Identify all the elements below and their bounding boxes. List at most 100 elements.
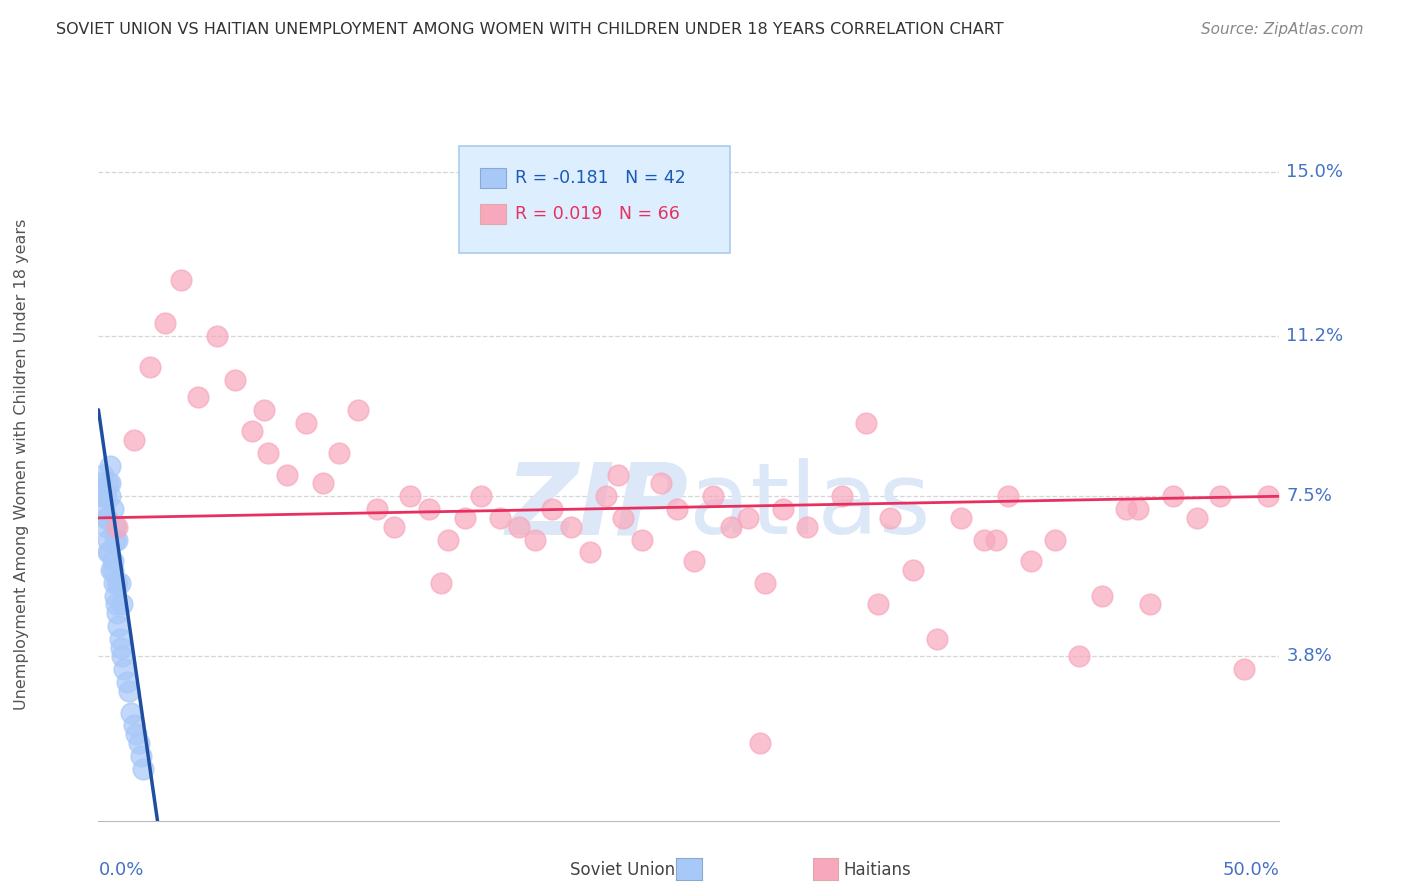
Point	[257, 446, 280, 460]
Point	[612, 511, 634, 525]
Point	[1126, 502, 1149, 516]
Point	[1233, 662, 1256, 676]
Point	[737, 511, 759, 525]
Point	[1043, 533, 1066, 547]
Point	[111, 649, 134, 664]
Point	[101, 502, 124, 516]
Point	[97, 533, 120, 547]
Text: atlas: atlas	[689, 458, 931, 555]
Point	[720, 519, 742, 533]
Point	[104, 519, 127, 533]
Point	[104, 589, 127, 603]
Point	[1067, 649, 1090, 664]
Point	[560, 519, 582, 533]
Point	[240, 425, 263, 439]
Point	[115, 675, 138, 690]
Point	[831, 489, 853, 503]
Point	[796, 519, 818, 533]
Point	[105, 519, 128, 533]
Point	[96, 511, 118, 525]
Point	[103, 575, 125, 590]
Point	[1185, 511, 1208, 525]
Point	[1161, 489, 1184, 503]
Point	[101, 554, 124, 568]
Point	[903, 563, 925, 577]
Point	[1115, 502, 1137, 516]
Point	[139, 359, 162, 374]
Point	[430, 575, 453, 590]
Point	[347, 402, 370, 417]
Point	[170, 273, 193, 287]
Text: 0.0%: 0.0%	[98, 861, 143, 879]
Point	[90, 476, 112, 491]
Point	[489, 511, 512, 525]
Point	[105, 575, 128, 590]
Point	[470, 489, 492, 503]
Point	[366, 502, 388, 516]
Point	[541, 502, 564, 516]
Point	[328, 446, 350, 460]
Point	[105, 606, 128, 620]
Point	[650, 476, 672, 491]
FancyBboxPatch shape	[479, 169, 506, 188]
Point	[98, 489, 121, 503]
Point	[418, 502, 440, 516]
Point	[94, 511, 117, 525]
Point	[949, 511, 972, 525]
Point	[187, 390, 209, 404]
Point	[110, 640, 132, 655]
Point	[93, 502, 115, 516]
Point	[104, 533, 127, 547]
Point	[98, 458, 121, 473]
Point	[153, 316, 176, 330]
Point	[607, 467, 630, 482]
Point	[128, 736, 150, 750]
Point	[122, 433, 145, 447]
Point	[111, 598, 134, 612]
Text: ZIP: ZIP	[506, 458, 689, 555]
Text: R = 0.019   N = 66: R = 0.019 N = 66	[516, 205, 681, 223]
Point	[132, 762, 155, 776]
Text: Soviet Union: Soviet Union	[569, 861, 675, 879]
Point	[437, 533, 460, 547]
Point	[112, 662, 135, 676]
Text: 7.5%: 7.5%	[1286, 487, 1333, 505]
Point	[1209, 489, 1232, 503]
Point	[1139, 598, 1161, 612]
Point	[382, 519, 405, 533]
Point	[118, 684, 141, 698]
Point	[630, 533, 652, 547]
Point	[101, 563, 124, 577]
Point	[866, 598, 889, 612]
Point	[595, 489, 617, 503]
Point	[94, 519, 117, 533]
Text: 11.2%: 11.2%	[1286, 327, 1344, 345]
Point	[276, 467, 298, 482]
Point	[108, 632, 131, 646]
Point	[524, 533, 547, 547]
Point	[107, 619, 129, 633]
Text: 3.8%: 3.8%	[1286, 648, 1333, 665]
Point	[702, 489, 724, 503]
Text: R = -0.181   N = 42: R = -0.181 N = 42	[516, 169, 686, 187]
Text: Unemployment Among Women with Children Under 18 years: Unemployment Among Women with Children U…	[14, 219, 28, 709]
Text: 50.0%: 50.0%	[1223, 861, 1279, 879]
Text: Haitians: Haitians	[844, 861, 911, 879]
Point	[129, 748, 152, 763]
Point	[1091, 589, 1114, 603]
Point	[108, 575, 131, 590]
Point	[578, 545, 600, 559]
Point	[973, 533, 995, 547]
Point	[224, 372, 246, 386]
Point	[399, 489, 422, 503]
Point	[682, 554, 704, 568]
Point	[105, 598, 128, 612]
Point	[100, 563, 122, 577]
Point	[91, 467, 114, 482]
Point	[1021, 554, 1043, 568]
Text: SOVIET UNION VS HAITIAN UNEMPLOYMENT AMONG WOMEN WITH CHILDREN UNDER 18 YEARS CO: SOVIET UNION VS HAITIAN UNEMPLOYMENT AMO…	[56, 22, 1004, 37]
Point	[98, 476, 121, 491]
Point	[105, 533, 128, 547]
Point	[97, 476, 120, 491]
Point	[666, 502, 689, 516]
